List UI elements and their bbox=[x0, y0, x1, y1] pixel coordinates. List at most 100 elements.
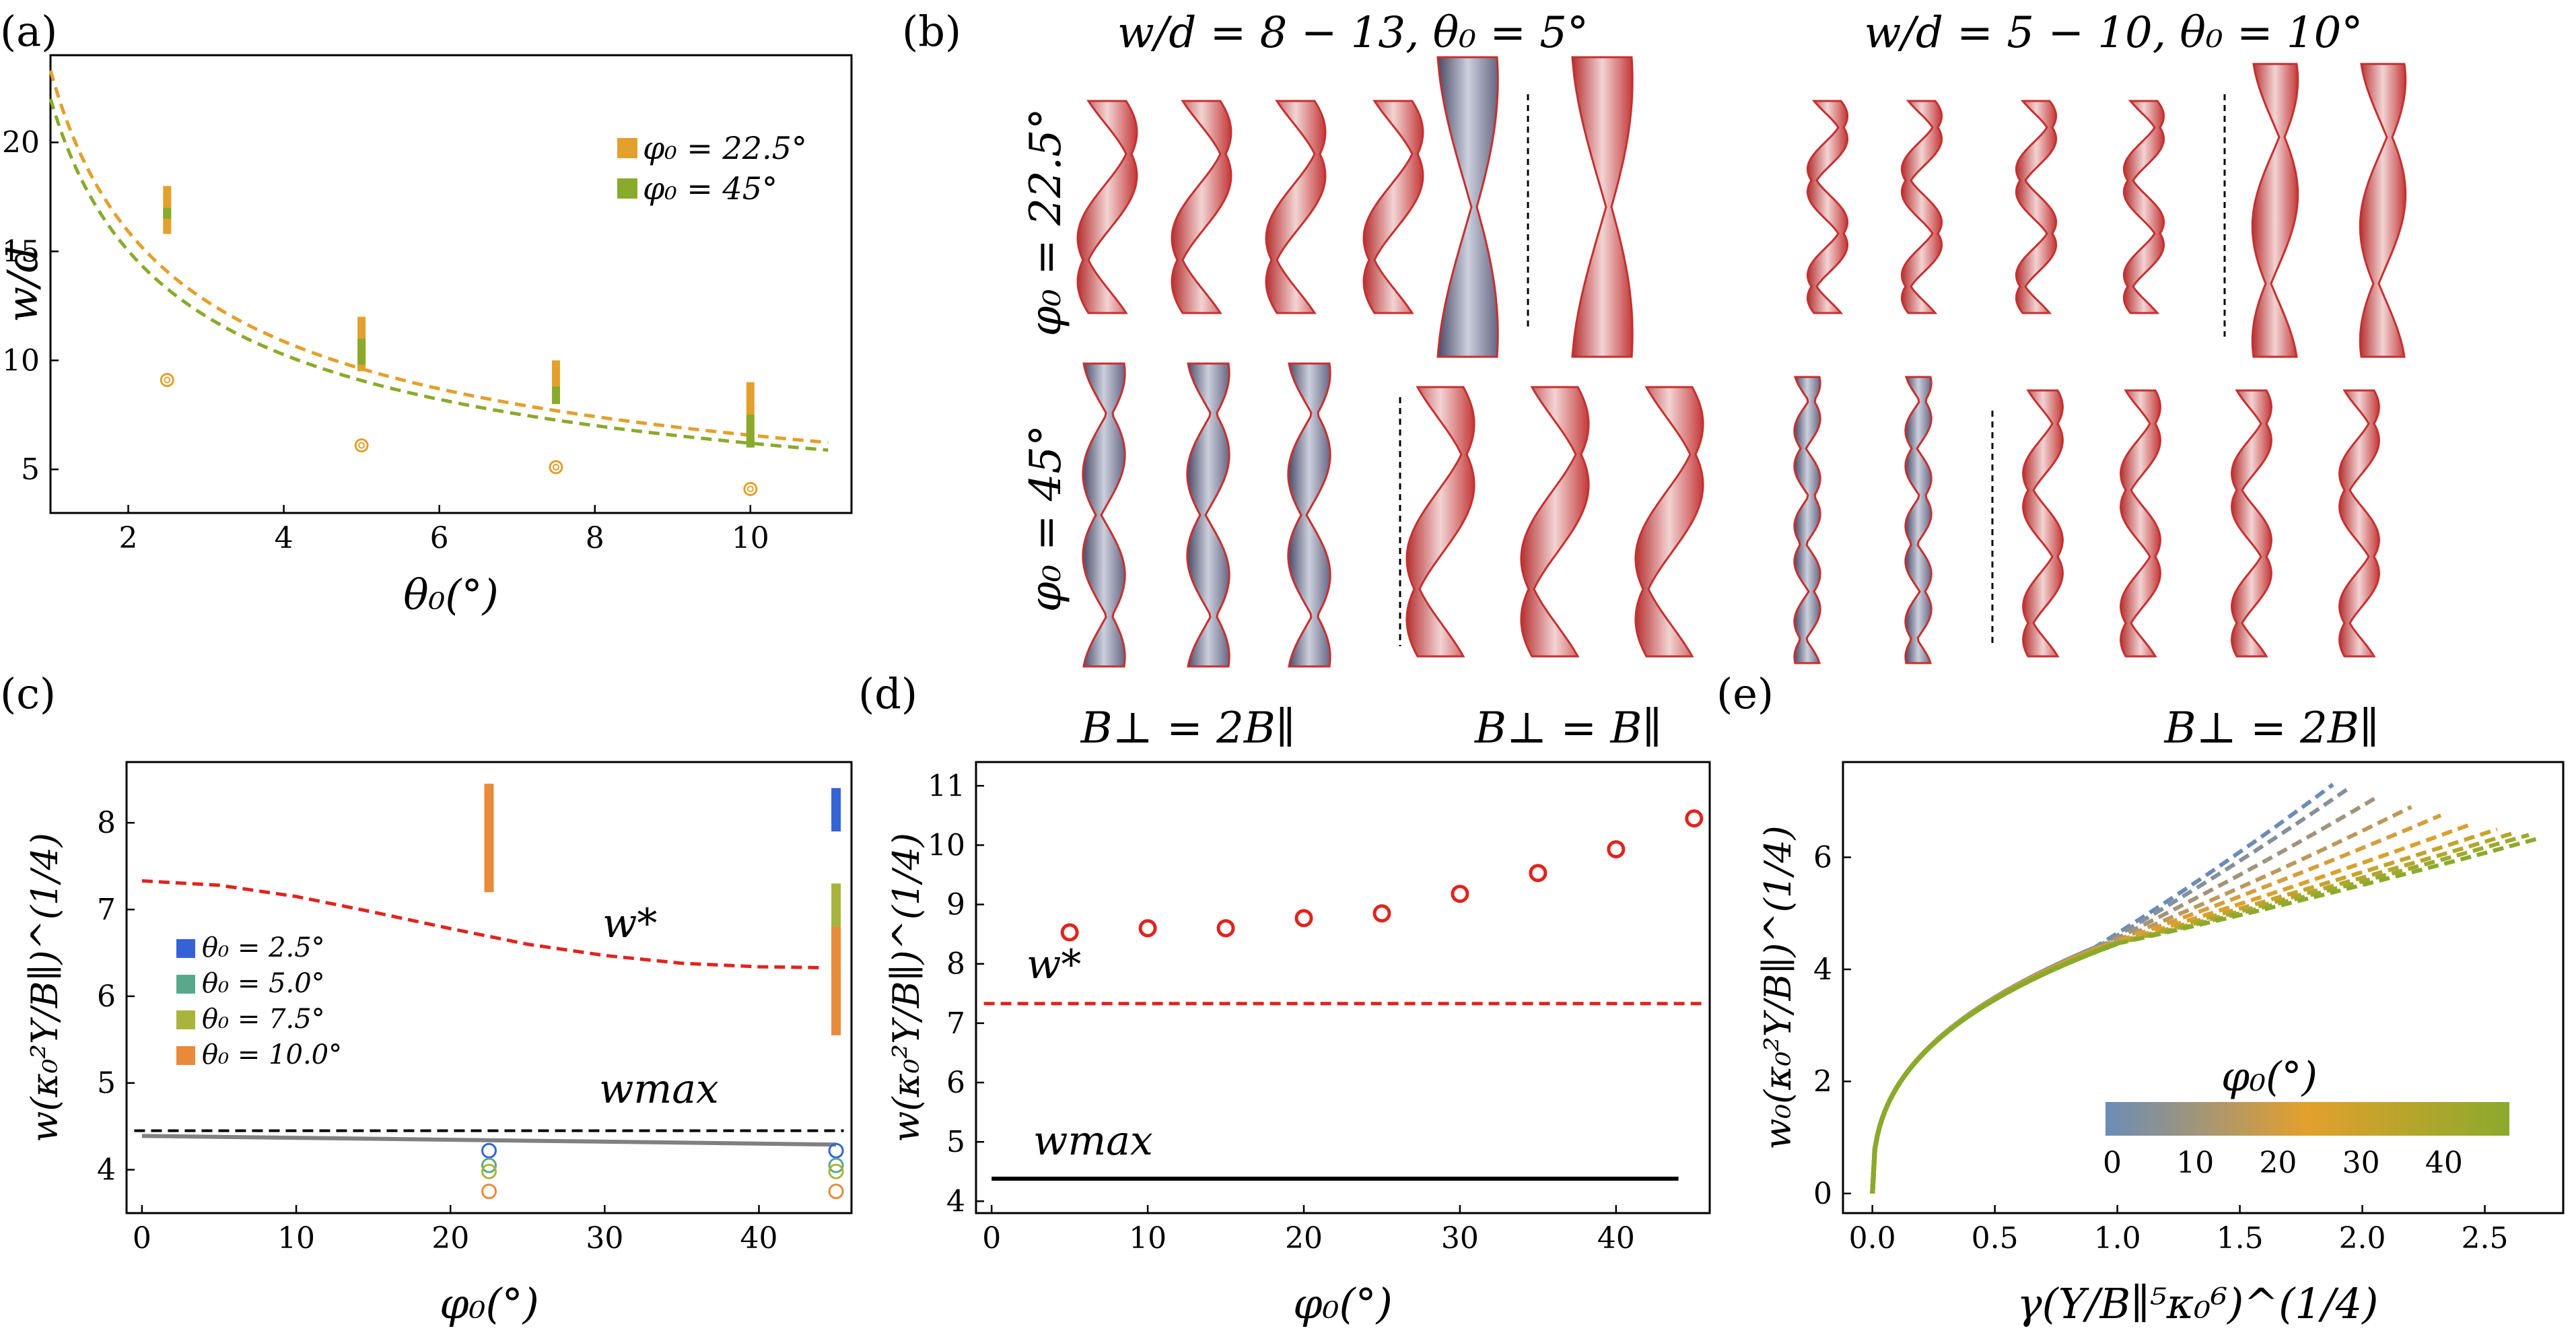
c-circle-5 bbox=[828, 1157, 844, 1173]
d-point-7 bbox=[1607, 840, 1626, 859]
a-bar-7 bbox=[746, 415, 755, 448]
c-circle-7 bbox=[828, 1183, 844, 1200]
d-ytick-label: 5 bbox=[946, 1125, 965, 1159]
ribbon-18 bbox=[1793, 376, 1821, 664]
a-bar-1 bbox=[163, 207, 172, 219]
e-ytick-label: 4 bbox=[1813, 953, 1832, 987]
d-point-6 bbox=[1529, 864, 1547, 883]
ribbon-13 bbox=[1186, 362, 1230, 668]
e-xtick-label: 2.5 bbox=[2462, 1221, 2509, 1256]
ribbon-3 bbox=[1362, 100, 1424, 314]
c-ytick-label: 6 bbox=[97, 979, 116, 1014]
b-row-label-top: φ₀ = 22.5° bbox=[1021, 108, 1071, 336]
e-xtick-label: 1.0 bbox=[2094, 1221, 2141, 1256]
a-xtick-label: 4 bbox=[275, 521, 293, 555]
d-ytick-label: 7 bbox=[946, 1006, 965, 1041]
colorbar-tick-label: 0 bbox=[2103, 1146, 2122, 1180]
c-bar-1 bbox=[831, 788, 841, 832]
c-ytick-label: 8 bbox=[97, 806, 116, 840]
title-c: B⊥ = 2B∥ bbox=[1080, 703, 1296, 753]
title-e: B⊥ = 2B∥ bbox=[2164, 703, 2379, 753]
c-bar-0 bbox=[484, 784, 494, 893]
ylabel-a: w/d bbox=[0, 246, 47, 322]
d-ytick-label: 8 bbox=[946, 947, 965, 982]
ribbon-14 bbox=[1287, 362, 1331, 668]
c-gray-line bbox=[141, 1134, 837, 1147]
d-point-8 bbox=[1685, 809, 1704, 828]
legend-a: φ₀ = 22.5° φ₀ = 45° bbox=[617, 130, 807, 207]
e-dashed-curve-4 bbox=[2103, 813, 2442, 949]
label-w-star-d: w* bbox=[1026, 941, 1081, 988]
d-point-0 bbox=[1060, 923, 1079, 942]
d-ytick-label: 6 bbox=[946, 1066, 965, 1100]
a-bar-3 bbox=[357, 338, 366, 365]
c-circle-3 bbox=[481, 1183, 497, 1200]
a-circle-0 bbox=[160, 372, 174, 387]
d-xtick-label: 20 bbox=[1285, 1221, 1323, 1256]
e-solid-curve-9 bbox=[1870, 941, 2118, 1194]
c-xtick-label: 0 bbox=[133, 1221, 151, 1256]
label-w-star-c: w* bbox=[602, 900, 657, 947]
legend-a-swatch-1 bbox=[617, 178, 637, 199]
e-xtick-label: 0.0 bbox=[1849, 1221, 1896, 1256]
a-ytick-label: 15 bbox=[2, 234, 40, 269]
legend-c-label-3: θ₀ = 10.0° bbox=[202, 1039, 342, 1070]
legend-c-label-1: θ₀ = 5.0° bbox=[202, 968, 325, 999]
legend-c-swatch-2 bbox=[176, 1010, 195, 1029]
ribbon-10 bbox=[2251, 63, 2299, 358]
a-circle-1 bbox=[354, 438, 369, 453]
legend-c: θ₀ = 2.5° θ₀ = 5.0° θ₀ = 7.5° θ₀ = 10.0° bbox=[176, 932, 342, 1070]
c-ytick-label: 5 bbox=[97, 1066, 116, 1101]
d-xtick-label: 10 bbox=[1129, 1221, 1167, 1256]
ribbon-6 bbox=[1806, 100, 1849, 314]
ribbon-21 bbox=[2119, 389, 2162, 658]
d-point-4 bbox=[1372, 904, 1391, 923]
ribbon-illustrations bbox=[1076, 56, 2407, 668]
e-dashed-curve-7 bbox=[2111, 830, 2517, 947]
a-circle-inner-2 bbox=[552, 464, 559, 471]
d-point-5 bbox=[1451, 885, 1469, 903]
e-ytick-label: 6 bbox=[1813, 840, 1832, 874]
e-xtick-label: 2.0 bbox=[2339, 1221, 2386, 1256]
d-xtick-label: 30 bbox=[1441, 1221, 1479, 1256]
a-circle-inner-1 bbox=[358, 442, 365, 449]
d-ytick-label: 11 bbox=[928, 769, 965, 803]
panel-a-frame bbox=[49, 54, 853, 514]
a-ytick-label: 10 bbox=[2, 343, 40, 378]
e-dashed-curve-9 bbox=[2116, 835, 2542, 946]
c-xtick-label: 30 bbox=[586, 1221, 623, 1256]
c-xtick-label: 20 bbox=[431, 1221, 469, 1256]
e-dashed-curve-3 bbox=[2100, 804, 2412, 949]
panel-label-b: (b) bbox=[902, 7, 961, 56]
ribbon-5 bbox=[1571, 56, 1634, 358]
d-point-1 bbox=[1138, 919, 1157, 938]
a-circle-2 bbox=[549, 460, 563, 475]
c-ytick-label: 4 bbox=[97, 1153, 116, 1188]
a-circle-3 bbox=[743, 481, 758, 496]
d-ytick-label: 10 bbox=[928, 828, 965, 862]
ribbon-0 bbox=[1076, 100, 1138, 314]
ribbon-23 bbox=[2338, 389, 2381, 658]
xlabel-a: θ₀(°) bbox=[403, 570, 499, 619]
panel-e: 0.0 0.5 1.0 1.5 2.0 2.5 0 2 4 6 0 10 20 30 40 φ₀(°) γ… bbox=[1757, 761, 2565, 1328]
b-title-left: w/d = 8 − 13, θ₀ = 5° bbox=[1117, 8, 1589, 58]
e-xtick-label: 0.5 bbox=[1972, 1221, 2019, 1256]
a-xtick-label: 2 bbox=[119, 521, 138, 555]
b-title-right: w/d = 5 − 10, θ₀ = 10° bbox=[1865, 8, 2363, 58]
a-bar-5 bbox=[551, 386, 560, 405]
legend-a-label-0: φ₀ = 22.5° bbox=[643, 130, 807, 166]
label-w-max-d: wmax bbox=[1033, 1118, 1153, 1165]
title-d: B⊥ = B∥ bbox=[1474, 703, 1662, 753]
d-point-2 bbox=[1216, 919, 1235, 938]
xlabel-c: φ₀(°) bbox=[440, 1279, 539, 1328]
c-bar-3 bbox=[831, 926, 841, 1035]
panel-label-a: (a) bbox=[0, 7, 57, 56]
ribbon-8 bbox=[2015, 100, 2058, 314]
panel-label-c: (c) bbox=[0, 669, 56, 718]
e-ytick-label: 0 bbox=[1813, 1177, 1832, 1211]
legend-c-swatch-3 bbox=[176, 1046, 195, 1065]
ylabel-e: w₀(κ₀²Y/B∥)^(1/4) bbox=[1757, 825, 1799, 1149]
colorbar-tick-label: 20 bbox=[2259, 1146, 2297, 1180]
